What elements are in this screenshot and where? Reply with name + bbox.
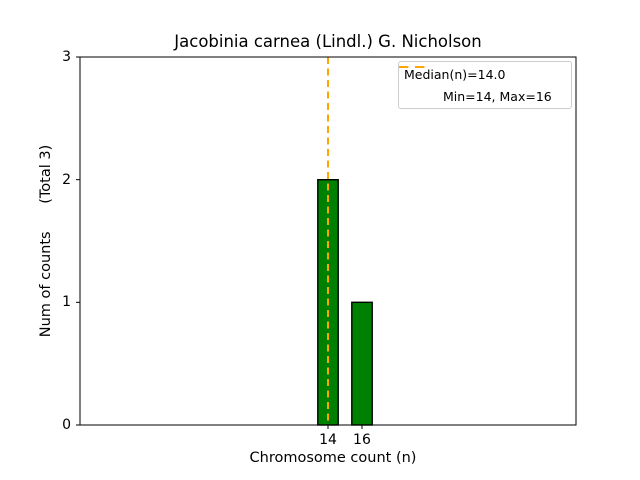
legend-entry-median: Median(n)=14.0 — [399, 63, 571, 85]
x-axis-label: Chromosome count (n) — [249, 450, 417, 466]
chart-title: Jacobinia carnea (Lindl.) G. Nicholson — [174, 32, 482, 51]
median-dashed-line-icon — [399, 66, 425, 68]
y-axis-label: Num of counts (Total 3) — [38, 144, 54, 338]
y-tick-label-0: 0 — [62, 417, 71, 433]
y-tick-label-2: 2 — [62, 171, 71, 188]
legend-minmax-label: Min=14, Max=16 — [443, 88, 552, 104]
legend-median-label: Median(n)=14.0 — [404, 66, 506, 82]
x-tick-label-16: 16 — [353, 432, 371, 448]
bar-n16 — [351, 301, 373, 426]
y-tick-label-3: 3 — [62, 49, 71, 65]
legend-entry-minmax: Min=14, Max=16 — [404, 85, 571, 107]
legend-box: Median(n)=14.0 Min=14, Max=16 — [398, 61, 572, 109]
x-tick-label-14: 14 — [319, 432, 337, 448]
y-tick-label-1: 1 — [62, 294, 71, 311]
legend-marker-spacer — [404, 91, 430, 101]
